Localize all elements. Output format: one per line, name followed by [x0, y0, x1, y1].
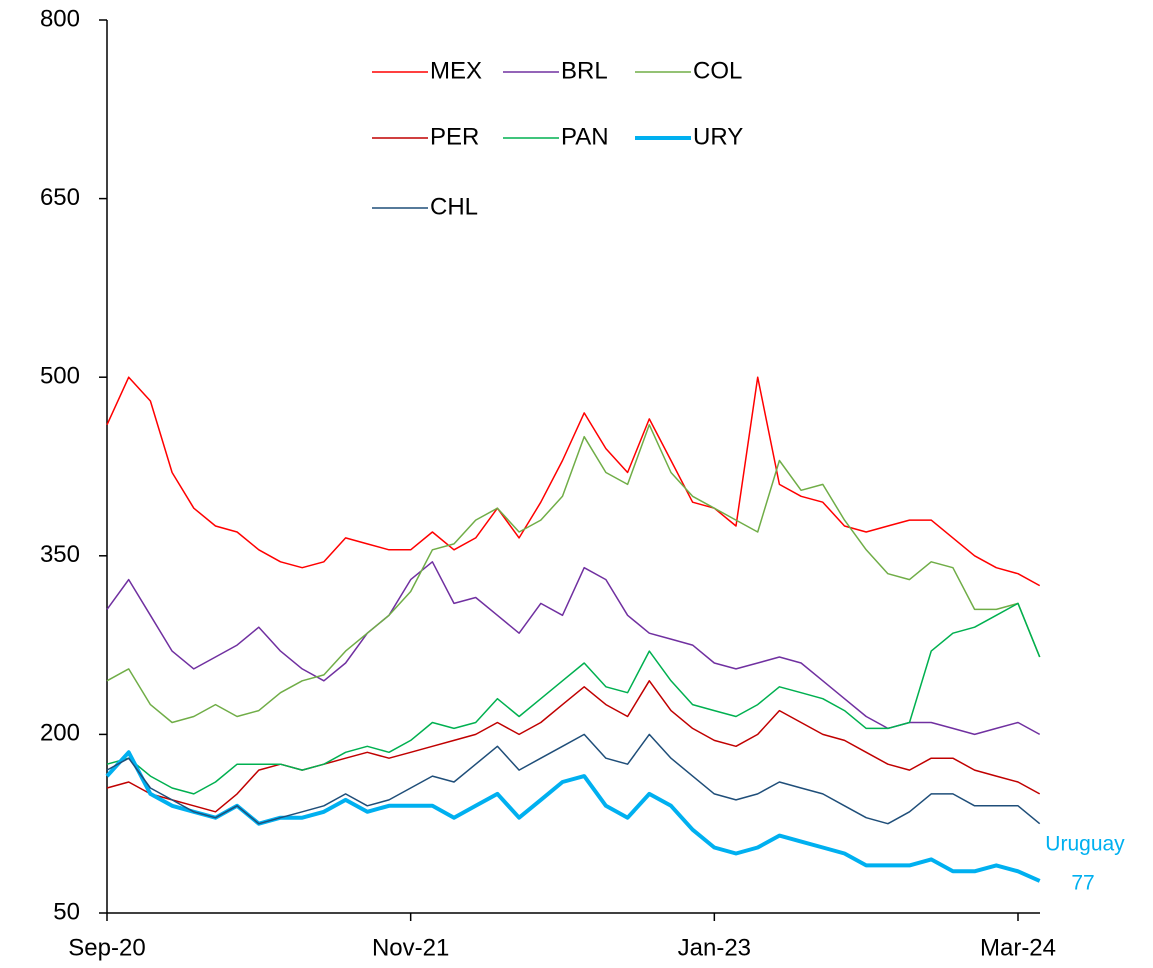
line-series: [106, 680, 1041, 813]
line-series: [106, 424, 1041, 724]
x-tick-label: Sep-20: [68, 934, 145, 961]
x-tick-label: Jan-23: [678, 934, 751, 961]
annotation: Uruguay: [1045, 833, 1125, 856]
legend-label: COL: [693, 57, 742, 84]
legend-label: URY: [693, 123, 743, 150]
annotation: 77: [1071, 872, 1094, 895]
line-series: [106, 561, 1041, 736]
line-series: [106, 376, 1041, 587]
y-tick-label: 350: [40, 541, 80, 568]
legend-label: BRL: [561, 57, 608, 84]
y-tick-label: 50: [53, 898, 80, 925]
y-tick-label: 650: [40, 184, 80, 211]
legend-label: CHL: [430, 193, 478, 220]
x-tick-label: Nov-21: [372, 934, 449, 961]
y-tick-label: 800: [40, 5, 80, 32]
legend-label: PER: [430, 123, 479, 150]
y-tick-label: 200: [40, 720, 80, 747]
legend-label: PAN: [561, 123, 609, 150]
line-series: [106, 733, 1041, 825]
y-tick-label: 500: [40, 363, 80, 390]
x-tick-label: Mar-24: [980, 934, 1056, 961]
line-series: [106, 602, 1041, 795]
legend-label: MEX: [430, 57, 482, 84]
